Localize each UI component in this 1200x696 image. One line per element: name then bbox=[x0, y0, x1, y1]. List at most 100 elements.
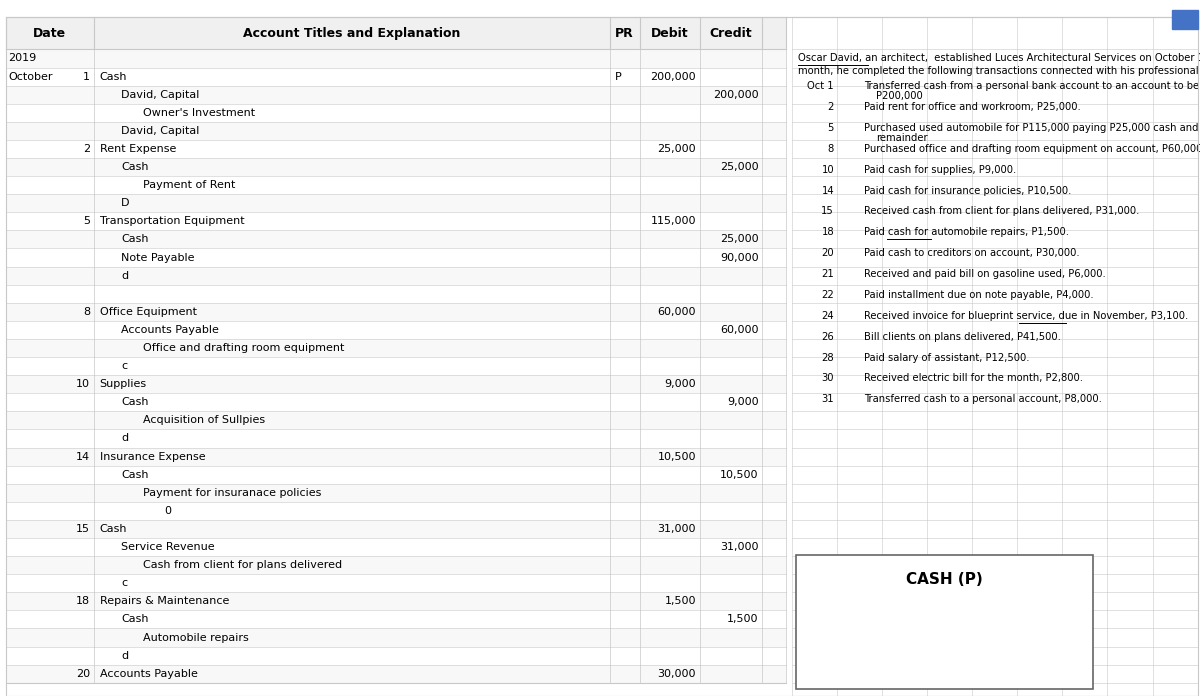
Bar bbox=[6, 339, 786, 357]
Text: Payment of Rent: Payment of Rent bbox=[143, 180, 235, 190]
Bar bbox=[6, 628, 786, 647]
Bar bbox=[6, 502, 786, 520]
Text: Transportation Equipment: Transportation Equipment bbox=[100, 216, 245, 226]
Text: Paid cash for supplies, P9,000.: Paid cash for supplies, P9,000. bbox=[864, 165, 1016, 175]
Bar bbox=[6, 393, 786, 411]
Text: Received invoice for blueprint service, due in November, P3,100.: Received invoice for blueprint service, … bbox=[864, 311, 1188, 321]
Text: P: P bbox=[614, 72, 622, 81]
Bar bbox=[6, 194, 786, 212]
Bar bbox=[6, 176, 786, 194]
Text: 10: 10 bbox=[76, 379, 90, 389]
Text: Account Titles and Explanation: Account Titles and Explanation bbox=[242, 27, 461, 40]
Text: Supplies: Supplies bbox=[100, 379, 146, 389]
Text: PR: PR bbox=[616, 27, 634, 40]
Text: Paid installment due on note payable, P4,000.: Paid installment due on note payable, P4… bbox=[864, 290, 1093, 300]
Text: Received and paid bill on gasoline used, P6,000.: Received and paid bill on gasoline used,… bbox=[864, 269, 1105, 279]
Text: 2019: 2019 bbox=[8, 54, 37, 63]
Bar bbox=[6, 104, 786, 122]
Bar bbox=[6, 375, 786, 393]
Bar bbox=[6, 122, 786, 140]
Bar bbox=[6, 665, 786, 683]
Text: 25,000: 25,000 bbox=[720, 162, 758, 172]
Text: Oct 1: Oct 1 bbox=[808, 81, 834, 91]
Text: 14: 14 bbox=[821, 186, 834, 196]
Text: Note Payable: Note Payable bbox=[121, 253, 194, 262]
Bar bbox=[6, 267, 786, 285]
Text: 18: 18 bbox=[821, 228, 834, 237]
Text: Cash: Cash bbox=[121, 235, 149, 244]
Text: Cash from client for plans delivered: Cash from client for plans delivered bbox=[143, 560, 342, 570]
Text: Insurance Expense: Insurance Expense bbox=[100, 452, 205, 461]
Text: October: October bbox=[8, 72, 53, 81]
Text: Bill clients on plans delivered, P41,500.: Bill clients on plans delivered, P41,500… bbox=[864, 332, 1061, 342]
Bar bbox=[6, 429, 786, 448]
Bar bbox=[6, 574, 786, 592]
Bar bbox=[6, 212, 786, 230]
Text: 18: 18 bbox=[76, 596, 90, 606]
Text: 20: 20 bbox=[76, 669, 90, 679]
Bar bbox=[6, 230, 786, 248]
Bar bbox=[6, 248, 786, 267]
Bar bbox=[6, 86, 786, 104]
Text: 90,000: 90,000 bbox=[720, 253, 758, 262]
Text: 5: 5 bbox=[83, 216, 90, 226]
Bar bbox=[6, 484, 786, 502]
Text: Cash: Cash bbox=[121, 397, 149, 407]
Text: d: d bbox=[121, 651, 128, 661]
Text: 30,000: 30,000 bbox=[658, 669, 696, 679]
Bar bbox=[6, 610, 786, 628]
Text: Service Revenue: Service Revenue bbox=[121, 542, 215, 552]
Text: Debit: Debit bbox=[650, 27, 689, 40]
Text: 8: 8 bbox=[828, 144, 834, 154]
Text: 25,000: 25,000 bbox=[720, 235, 758, 244]
Bar bbox=[6, 140, 786, 158]
Text: 15: 15 bbox=[76, 524, 90, 534]
Text: 1: 1 bbox=[83, 72, 90, 81]
Text: Office and drafting room equipment: Office and drafting room equipment bbox=[143, 343, 344, 353]
Text: Paid cash to creditors on account, P30,000.: Paid cash to creditors on account, P30,0… bbox=[864, 248, 1080, 258]
Text: 20: 20 bbox=[821, 248, 834, 258]
Text: 10: 10 bbox=[821, 165, 834, 175]
Text: Accounts Payable: Accounts Payable bbox=[100, 669, 198, 679]
Text: 14: 14 bbox=[76, 452, 90, 461]
Text: P200,000: P200,000 bbox=[876, 91, 923, 101]
Text: 200,000: 200,000 bbox=[650, 72, 696, 81]
Text: 31,000: 31,000 bbox=[720, 542, 758, 552]
Text: 2: 2 bbox=[828, 102, 834, 112]
Text: Automobile repairs: Automobile repairs bbox=[143, 633, 248, 642]
Text: 200,000: 200,000 bbox=[713, 90, 758, 100]
Bar bbox=[6, 411, 786, 429]
Bar bbox=[6, 68, 786, 86]
Bar bbox=[6, 303, 786, 321]
Text: 5: 5 bbox=[828, 123, 834, 133]
Bar bbox=[6, 357, 786, 375]
Text: 115,000: 115,000 bbox=[650, 216, 696, 226]
Bar bbox=[792, 17, 1198, 696]
Text: c: c bbox=[121, 578, 127, 588]
Text: 60,000: 60,000 bbox=[658, 307, 696, 317]
Text: 10,500: 10,500 bbox=[720, 470, 758, 480]
Bar bbox=[6, 647, 786, 665]
Text: 15: 15 bbox=[821, 207, 834, 216]
Text: Purchased used automobile for P115,000 paying P25,000 cash and giving a note for: Purchased used automobile for P115,000 p… bbox=[864, 123, 1200, 133]
Text: David, Capital: David, Capital bbox=[121, 90, 199, 100]
Text: 9,000: 9,000 bbox=[727, 397, 758, 407]
Text: Oscar David, an architect,  established Luces Architectural Services on October : Oscar David, an architect, established L… bbox=[798, 53, 1200, 63]
Text: 25,000: 25,000 bbox=[658, 144, 696, 154]
Text: Transferred cash to a personal account, P8,000.: Transferred cash to a personal account, … bbox=[864, 395, 1102, 404]
Text: Repairs & Maintenance: Repairs & Maintenance bbox=[100, 596, 229, 606]
Text: 60,000: 60,000 bbox=[720, 325, 758, 335]
Text: Cash: Cash bbox=[121, 470, 149, 480]
Text: Credit: Credit bbox=[709, 27, 752, 40]
Text: Office Equipment: Office Equipment bbox=[100, 307, 197, 317]
Text: 30: 30 bbox=[822, 374, 834, 383]
Bar bbox=[6, 285, 786, 303]
Text: Rent Expense: Rent Expense bbox=[100, 144, 176, 154]
Text: Cash: Cash bbox=[121, 162, 149, 172]
Text: Paid rent for office and workroom, P25,000.: Paid rent for office and workroom, P25,0… bbox=[864, 102, 1081, 112]
Bar bbox=[6, 321, 786, 339]
Text: d: d bbox=[121, 271, 128, 280]
Text: Purchased office and drafting room equipment on account, P60,000.: Purchased office and drafting room equip… bbox=[864, 144, 1200, 154]
Text: Received electric bill for the month, P2,800.: Received electric bill for the month, P2… bbox=[864, 374, 1084, 383]
Bar bbox=[6, 466, 786, 484]
